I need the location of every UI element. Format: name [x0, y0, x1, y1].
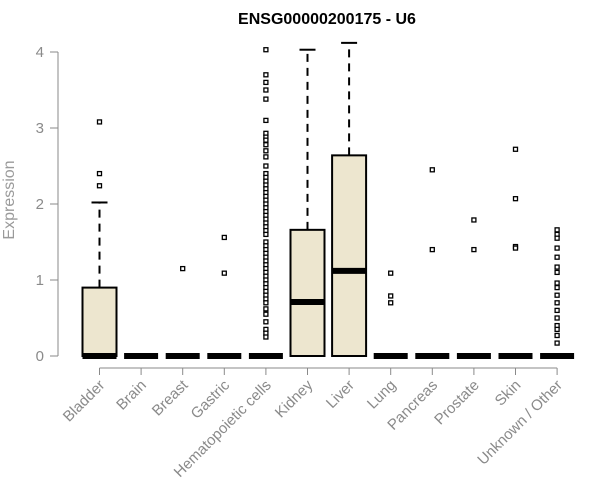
outlier-point	[554, 227, 560, 233]
outlier-point	[512, 196, 519, 202]
outlier-point	[263, 117, 269, 124]
outlier-point	[96, 183, 103, 189]
box-iqr	[331, 154, 368, 357]
outlier-point	[471, 217, 477, 223]
outlier-point	[180, 265, 186, 272]
outlier-point	[221, 234, 227, 241]
outlier-point	[554, 235, 560, 241]
y-tick-label: 3	[36, 120, 44, 137]
boxes-layer	[81, 41, 575, 359]
x-tick-label: Skin	[492, 377, 525, 410]
outlier-point	[388, 293, 394, 299]
box-iqr	[81, 286, 118, 358]
outlier-point	[554, 254, 560, 260]
box-pancreas	[415, 167, 450, 359]
outlier-point	[263, 319, 269, 325]
x-tick-label: Liver	[323, 377, 358, 412]
x-tick-label: Prostate	[431, 377, 483, 429]
box-kidney	[289, 48, 326, 357]
box-liver	[331, 41, 368, 357]
outlier-point	[263, 163, 269, 169]
box-breast	[165, 265, 200, 359]
chart-title: ENSG00000200175 - U6	[238, 11, 416, 28]
x-tick-label: Breast	[149, 376, 192, 419]
y-tick-label: 4	[36, 44, 44, 61]
outlier-point	[263, 154, 269, 160]
outlier-point	[554, 332, 560, 339]
outlier-point	[512, 245, 519, 251]
y-tick-label: 0	[36, 348, 44, 365]
outlier-point	[263, 334, 269, 340]
box-bladder	[81, 119, 118, 359]
outlier-point	[263, 306, 269, 312]
outlier-point	[221, 270, 227, 276]
outlier-point	[554, 292, 560, 298]
outlier-point	[554, 264, 560, 270]
outlier-point	[263, 72, 269, 78]
outlier-point	[96, 170, 103, 177]
outlier-point	[554, 269, 560, 276]
box-prostate	[456, 217, 491, 359]
x-tick-label: Brain	[113, 377, 150, 414]
outlier-point	[554, 307, 560, 314]
outlier-point	[554, 315, 560, 321]
outlier-point	[263, 96, 269, 102]
box-gastric	[207, 234, 242, 359]
x-tick-label: Kidney	[272, 376, 317, 421]
outlier-point	[429, 246, 435, 253]
outlier-point	[263, 47, 269, 53]
outlier-point	[554, 300, 560, 306]
outlier-point	[263, 137, 269, 143]
box-hematopoietic-cells	[248, 47, 283, 359]
outlier-point	[471, 246, 477, 253]
outlier-point	[554, 326, 560, 333]
y-tick-label: 1	[36, 272, 44, 289]
box-skin	[498, 146, 533, 359]
outlier-point	[554, 245, 560, 251]
outlier-point	[429, 167, 435, 173]
outlier-point	[263, 300, 269, 306]
y-tick-label: 2	[36, 196, 44, 213]
outlier-point	[554, 280, 560, 286]
outlier-point	[263, 142, 269, 148]
outlier-point	[263, 79, 269, 86]
box-lung	[373, 270, 408, 359]
outlier-point	[554, 284, 560, 291]
outlier-point	[263, 311, 269, 317]
y-axis: 0 1 2 3 4	[36, 44, 59, 365]
y-axis-label: Expression	[1, 160, 18, 239]
box-iqr	[289, 228, 326, 357]
outlier-point	[512, 146, 519, 152]
outlier-point	[263, 231, 269, 238]
outlier-point	[554, 340, 560, 346]
x-tick-label: Bladder	[60, 377, 109, 426]
x-tick-label: Lung	[364, 377, 400, 413]
outlier-point	[96, 119, 103, 125]
outlier-point	[388, 270, 394, 276]
box-unknown-other	[540, 227, 575, 359]
outlier-point	[263, 87, 269, 93]
outlier-point	[263, 148, 269, 154]
outlier-point	[388, 300, 394, 306]
